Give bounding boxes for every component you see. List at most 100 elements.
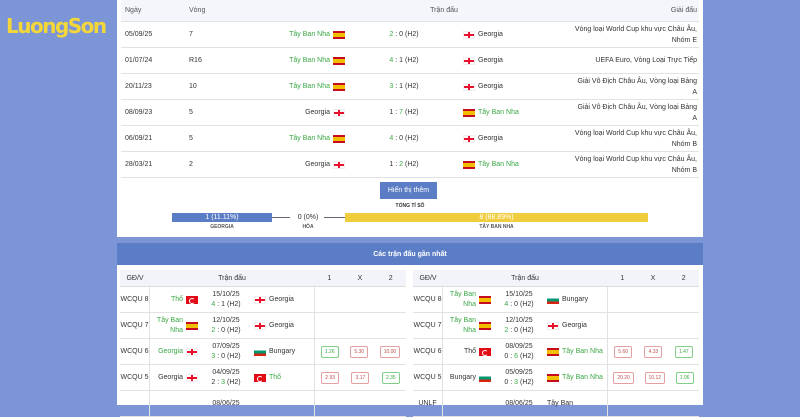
home-goals: 2 bbox=[504, 326, 509, 334]
home-team: Tây Ban Nha bbox=[219, 134, 345, 143]
away-team-name[interactable]: Bungary bbox=[269, 347, 296, 355]
away-team-name[interactable]: Georgia bbox=[562, 321, 587, 329]
h2h-row[interactable]: 28/03/21 2 Georgia 1 : 2 (H2) Tây Ban Nha Vòn… bbox=[121, 152, 699, 178]
odds-cell bbox=[314, 313, 406, 338]
away-team: Georgia bbox=[463, 30, 573, 39]
h2h-row[interactable]: 20/11/23 10 Tây Ban Nha 3 : 1 (H2) Georgia Gi… bbox=[121, 74, 699, 100]
away-team: Tây Ban Nha bbox=[463, 108, 573, 117]
recent-matches-georgia: GĐ/V Trận đấu 1 X 2 WCQU 8 Thổ 15/10/25 4 : 1 (H… bbox=[117, 265, 410, 417]
home-team-name[interactable]: Tây Ban Nha bbox=[289, 83, 330, 90]
home-goals: 3 bbox=[389, 83, 394, 90]
home-team-name[interactable]: Georgia bbox=[305, 109, 330, 116]
away-team: Georgia bbox=[254, 295, 314, 305]
away-team: Georgia bbox=[463, 82, 573, 91]
show-more-button[interactable]: Hiển thị thêm bbox=[380, 182, 437, 199]
odds-x[interactable]: 10.12 bbox=[644, 371, 666, 384]
odds-1[interactable]: 2.93 bbox=[321, 371, 340, 384]
odds-1[interactable]: 1.26 bbox=[320, 345, 339, 358]
match-info: 04/09/25 2 : 3 (H2) bbox=[198, 368, 254, 388]
away-team-name[interactable]: Tây Ban Nha bbox=[478, 109, 519, 116]
match-date: 06/09/21 bbox=[125, 135, 153, 142]
recent-row[interactable]: WCQU 6 Georgia 07/09/25 3 : 0 (H2) Bungary 1.… bbox=[120, 339, 406, 365]
h2h-row[interactable]: 01/07/24 R16 Tây Ban Nha 4 : 1 (H2) Georgia U… bbox=[121, 48, 699, 74]
recent-row[interactable]: 08/06/25 bbox=[120, 391, 406, 417]
home-team-name[interactable]: Thổ bbox=[463, 347, 476, 355]
score-sep: : bbox=[393, 83, 400, 90]
h2h-table: Ngày Vòng Trận đấu Giải đấu 05/09/25 7 Tây… bbox=[121, 0, 699, 178]
home-team: Tây Ban Nha bbox=[219, 56, 345, 65]
half-label: (H2) bbox=[225, 326, 241, 334]
league-name: Giải Vô Địch Châu Âu, Vòng loại Bảng A bbox=[577, 103, 697, 122]
home-team-name[interactable]: Tây Ban Nha bbox=[289, 31, 330, 38]
match-round: 7 bbox=[189, 31, 193, 38]
match-score: 4 : 0 (H2) bbox=[345, 135, 463, 142]
away-team-name[interactable]: Georgia bbox=[478, 135, 503, 142]
match-date: 08/06/25 bbox=[505, 399, 533, 407]
odds-cell: 5.60 4.33 1.47 bbox=[607, 339, 699, 364]
recent-row[interactable]: UNLF 08/06/25 Tây Ban bbox=[413, 391, 699, 417]
recent-row[interactable]: WCQU 8 Thổ 15/10/25 4 : 1 (H2) Georgia bbox=[120, 287, 406, 313]
home-team-name[interactable]: Georgia bbox=[158, 347, 183, 355]
odds-1[interactable]: 20.20 bbox=[613, 371, 634, 384]
match-score: 4 : 0 (H2) bbox=[491, 300, 547, 310]
half-label: (H2) bbox=[225, 352, 241, 360]
home-team-name[interactable]: Bungary bbox=[449, 373, 476, 381]
away-team-name[interactable]: Bungary bbox=[562, 295, 589, 303]
recent-row[interactable]: WCQU 7 Tây Ban Nha 12/10/25 2 : 0 (H2) Georg… bbox=[413, 313, 699, 339]
home-team-name[interactable]: Georgia bbox=[305, 161, 330, 168]
match-score: 3 : 1 (H2) bbox=[345, 83, 463, 90]
h2h-row[interactable]: 06/09/21 5 Tây Ban Nha 4 : 0 (H2) Georgia Vòn… bbox=[121, 126, 699, 152]
home-team-name[interactable]: Tây Ban Nha bbox=[289, 135, 330, 142]
odds-1[interactable]: 5.60 bbox=[614, 345, 633, 358]
spain-label: TÂY BAN NHA bbox=[479, 224, 514, 230]
away-team-name[interactable]: Tây Ban Nha bbox=[562, 347, 603, 355]
header-match: Trận đấu bbox=[430, 7, 458, 14]
match-info: 15/10/25 4 : 0 (H2) bbox=[491, 290, 547, 310]
header-round: Vòng bbox=[189, 7, 206, 14]
header-odds-o1: 1 bbox=[620, 274, 625, 282]
away-team-name[interactable]: Tây Ban Nha bbox=[562, 373, 603, 381]
odds-2[interactable]: 10.00 bbox=[379, 345, 401, 358]
away-team-name[interactable]: Tây Ban bbox=[547, 399, 574, 407]
recent-row[interactable]: WCQU 5 Georgia 04/09/25 2 : 3 (H2) Thổ 2.93 3.… bbox=[120, 365, 406, 391]
away-goals: 1 bbox=[221, 300, 226, 308]
h2h-row[interactable]: 05/09/25 7 Tây Ban Nha 2 : 0 (H2) Georgia Vòn… bbox=[121, 22, 699, 48]
away-team-name[interactable]: Georgia bbox=[269, 295, 294, 303]
odds-x[interactable]: 5.30 bbox=[350, 345, 369, 358]
competition-round: WCQU 6 bbox=[120, 339, 150, 364]
home-team-name[interactable]: Tây Ban Nha bbox=[449, 290, 476, 308]
recent-row[interactable]: WCQU 5 Bungary 05/09/25 0 : 3 (H2) Tây Ban N… bbox=[413, 365, 699, 391]
odds-2[interactable]: 2.35 bbox=[381, 371, 400, 384]
league-name: Vòng loại World Cup khu vực Châu Âu, Nhó… bbox=[574, 25, 697, 44]
recent-row[interactable]: WCQU 6 Thổ 08/09/25 0 : 6 (H2) Tây Ban Nha 5.… bbox=[413, 339, 699, 365]
away-team: Georgia bbox=[463, 134, 573, 143]
home-team-name[interactable]: Tây Ban Nha bbox=[156, 316, 183, 334]
home-team-name[interactable]: Tây Ban Nha bbox=[289, 57, 330, 64]
header-gd: GĐ/V bbox=[419, 274, 437, 282]
recent-row[interactable]: WCQU 8 Tây Ban Nha 15/10/25 4 : 0 (H2) Bunga… bbox=[413, 287, 699, 313]
away-team-name[interactable]: Georgia bbox=[478, 57, 503, 64]
site-logo: LuongSon bbox=[6, 14, 107, 38]
odds-2[interactable]: 1.47 bbox=[674, 345, 693, 358]
header-odds-o2: 2 bbox=[388, 274, 393, 282]
away-team-name[interactable]: Georgia bbox=[478, 31, 503, 38]
score-sep: : bbox=[393, 109, 400, 116]
away-team-name[interactable]: Georgia bbox=[478, 83, 503, 90]
odds-x[interactable]: 4.33 bbox=[644, 345, 663, 358]
away-team: Georgia bbox=[254, 321, 314, 331]
home-goals: 4 bbox=[504, 300, 509, 308]
away-team-name[interactable]: Tây Ban Nha bbox=[478, 161, 519, 168]
recent-row[interactable]: WCQU 7 Tây Ban Nha 12/10/25 2 : 0 (H2) Georg… bbox=[120, 313, 406, 339]
away-team-name[interactable]: Thổ bbox=[269, 373, 282, 381]
home-team-name[interactable]: Georgia bbox=[158, 373, 183, 381]
away-team-name[interactable]: Georgia bbox=[269, 321, 294, 329]
away-team: Georgia bbox=[463, 56, 573, 65]
h2h-row[interactable]: 08/09/23 5 Georgia 1 : 7 (H2) Tây Ban Nha Giả… bbox=[121, 100, 699, 126]
home-team-name[interactable]: Thổ bbox=[170, 295, 183, 303]
home-team-name[interactable]: Tây Ban Nha bbox=[449, 316, 476, 334]
away-team: Bungary bbox=[254, 347, 314, 357]
flag-es-icon bbox=[463, 160, 475, 169]
odds-2[interactable]: 1.06 bbox=[675, 371, 694, 384]
match-date: 07/09/25 bbox=[212, 342, 240, 350]
odds-x[interactable]: 3.17 bbox=[351, 371, 370, 384]
